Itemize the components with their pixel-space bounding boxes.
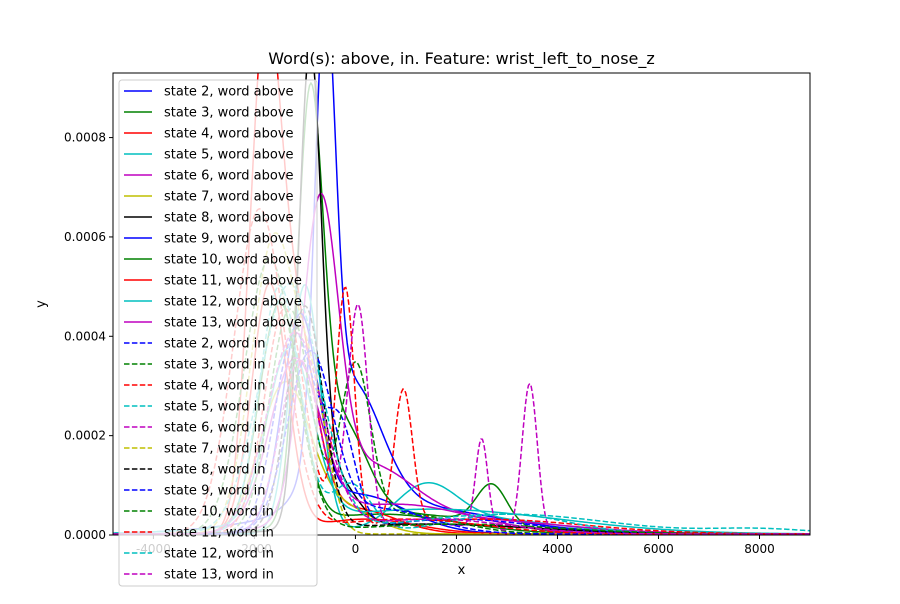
legend-label: state 8, word in [164,463,266,478]
legend-label: state 11, word in [164,526,274,541]
legend-label: state 3, word in [164,358,266,373]
legend-label: state 12, word above [164,295,302,310]
legend-label: state 6, word above [164,169,294,184]
legend-label: state 2, word in [164,337,266,352]
plot-frame [112,72,811,536]
legend: state 2, word above state 3, word above st… [118,79,318,587]
x-axis-label: x [458,563,466,578]
y-tick-label: 0.0004 [64,329,106,343]
y-tick-label: 0.0006 [64,230,106,244]
legend-label: state 10, word in [164,505,274,520]
legend-label: state 12, word in [164,547,274,562]
legend-label: state 4, word above [164,127,294,142]
x-tick-label: 0 [352,542,360,556]
legend-label: state 9, word in [164,484,266,499]
legend-label: state 13, word above [164,316,302,331]
series-line-15 [113,286,810,535]
y-tick-label: 0.0008 [64,131,106,145]
legend-label: state 5, word above [164,148,294,163]
legend-label: state 6, word in [164,421,266,436]
x-tick-label: 2000 [441,542,472,556]
legend-label: state 2, word above [164,85,294,100]
legend-label: state 8, word above [164,211,294,226]
y-tick-label: 0.0000 [64,528,106,542]
legend-label: state 5, word in [164,400,266,415]
series-line-17 [113,303,810,535]
x-tick-label: 8000 [744,542,775,556]
x-tick-label: 6000 [643,542,674,556]
legend-box [118,79,318,587]
series-line-21 [113,258,810,535]
legend-label: state 13, word in [164,568,274,583]
legend-label: state 7, word above [164,190,294,205]
legend-label: state 10, word above [164,253,302,268]
series-line-22 [113,208,810,535]
x-tick-label: 4000 [542,542,573,556]
chart-title: Word(s): above, in. Feature: wrist_left_… [268,49,655,69]
legend-label: state 11, word above [164,274,302,289]
legend-label: state 4, word in [164,379,266,394]
legend-label: state 7, word in [164,442,266,457]
y-axis-label: y [34,300,49,308]
y-axis: 0.0000 0.0002 0.0004 0.0006 0.0008 [64,131,113,542]
legend-label: state 3, word above [164,106,294,121]
y-tick-label: 0.0002 [64,429,106,443]
legend-label: state 9, word above [164,232,294,247]
